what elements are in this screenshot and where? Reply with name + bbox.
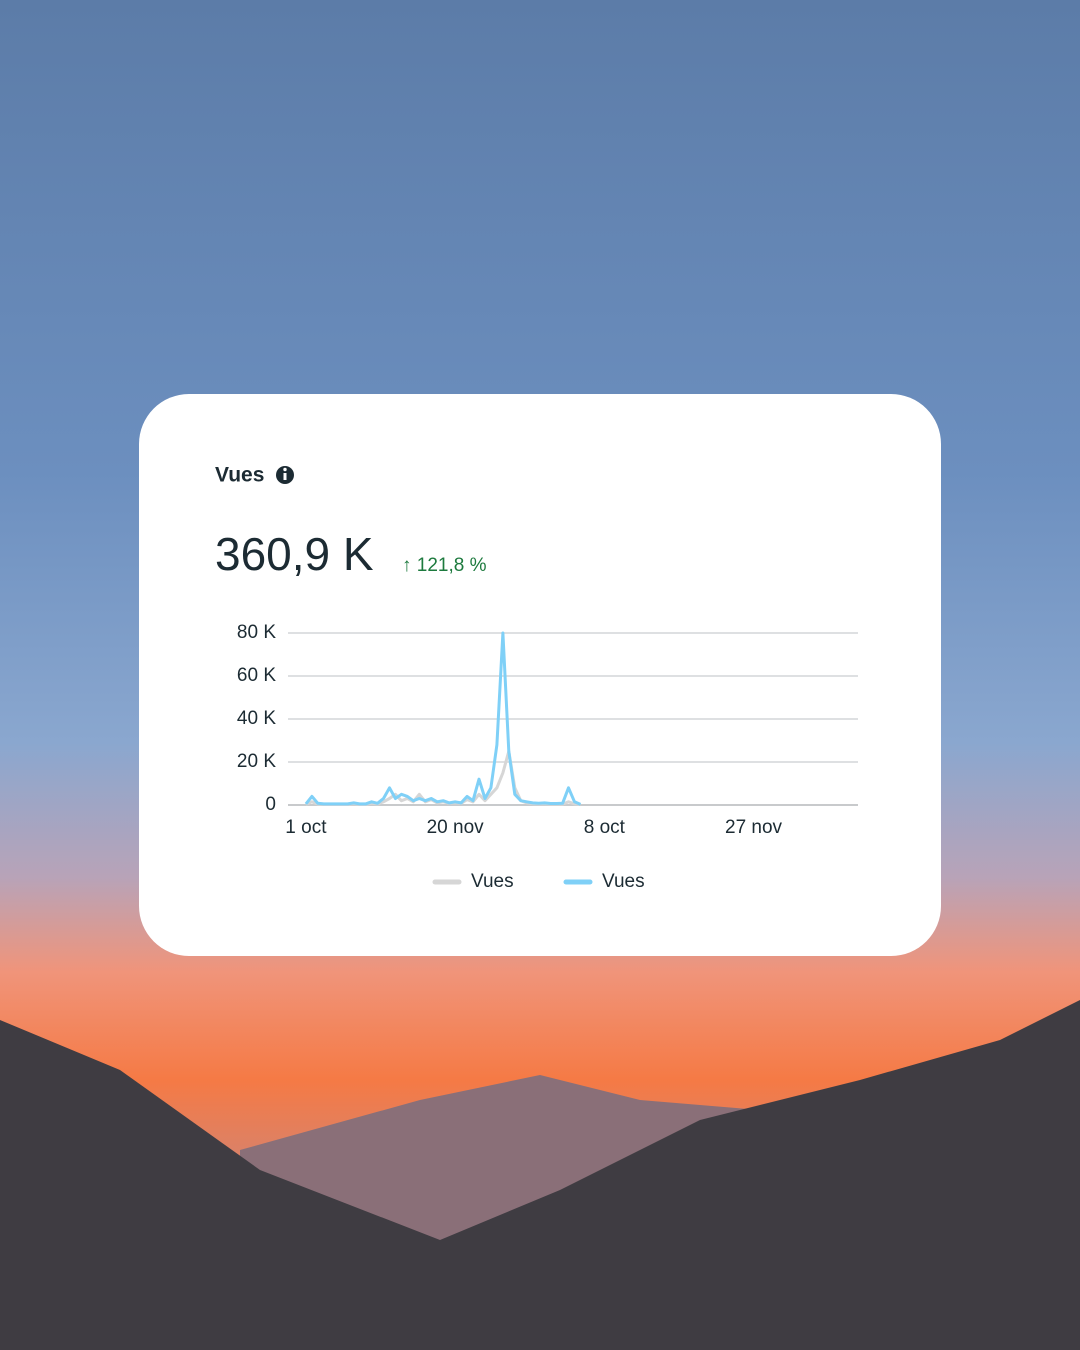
legend-label: Vues: [602, 871, 645, 892]
series-line: [305, 749, 581, 807]
series-line: [304, 631, 582, 806]
info-icon: [276, 466, 294, 484]
x-tick-label: 20 nov: [427, 817, 485, 838]
hills: [0, 1000, 1080, 1350]
y-tick-label: 40 K: [237, 708, 276, 729]
x-tick-label: 1 oct: [285, 817, 327, 838]
y-tick-label: 20 K: [237, 751, 276, 772]
x-tick-label: 27 nov: [725, 817, 783, 838]
y-tick-label: 60 K: [237, 665, 276, 686]
y-tick-label: 80 K: [237, 622, 276, 643]
card: [139, 394, 941, 956]
x-tick-label: 8 oct: [584, 817, 626, 838]
total-value: 360,9 K: [215, 528, 374, 580]
card-title: Vues: [215, 464, 264, 487]
legend-label: Vues: [471, 871, 514, 892]
y-tick-label: 0: [265, 794, 276, 815]
change-percent: ↑ 121,8 %: [402, 555, 487, 576]
